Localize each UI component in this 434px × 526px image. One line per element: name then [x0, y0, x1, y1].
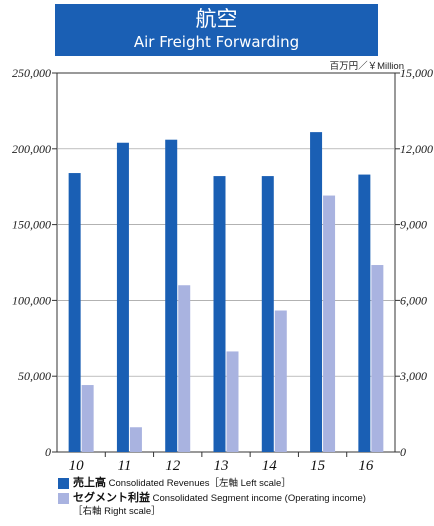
left-axis-tick-label: 0	[45, 445, 51, 459]
legend-swatch-segment-income	[58, 493, 69, 504]
plot-frame	[56, 72, 396, 453]
right-axis-tick-label: 3,000	[399, 369, 427, 383]
category-label: 16	[358, 458, 374, 474]
legend: 売上高 Consolidated Revenues［左軸 Left scale］…	[58, 477, 428, 520]
bar-segment-income	[323, 195, 336, 452]
right-axis-tick-label: 15,000	[400, 66, 433, 80]
right-axis-tick-label: 9,000	[400, 218, 427, 232]
bar-revenues	[213, 176, 226, 452]
right-axis-tick-label: 6,000	[400, 293, 427, 307]
legend-item-revenues: 売上高 Consolidated Revenues［左軸 Left scale］	[58, 477, 428, 490]
category-label: 10	[69, 458, 85, 474]
bar-segment-income	[81, 385, 94, 452]
legend-label-ja: 売上高	[73, 477, 106, 489]
bar-segment-income	[371, 265, 384, 452]
bar-chart: 250,000 15,000 200,000 12,000 150,000 9,000 10…	[12, 66, 433, 474]
category-label: 15	[310, 458, 326, 474]
chart-title: 航空	[195, 7, 238, 31]
bar-revenues	[116, 142, 129, 452]
legend-swatch-revenues	[58, 478, 69, 489]
title-banner: 航空 Air Freight Forwarding	[55, 4, 378, 56]
category-label: 13	[214, 458, 229, 474]
bar-segment-income	[129, 427, 142, 452]
legend-label-en: Consolidated Segment income (Operating i…	[150, 493, 366, 504]
unit-label: 百万円／￥Million	[329, 61, 404, 72]
left-axis-tick-label: 50,000	[18, 369, 51, 383]
right-axis-tick-label: 12,000	[400, 142, 433, 156]
bar-revenues	[165, 139, 178, 453]
bar-revenues	[310, 132, 323, 452]
category-label: 12	[165, 458, 181, 474]
bar-revenues	[261, 176, 274, 452]
category-label: 14	[262, 458, 278, 474]
bar-segment-income	[274, 310, 287, 452]
left-axis-tick-label: 250,000	[12, 66, 51, 80]
legend-label-ja: セグメント利益	[73, 492, 150, 504]
chart-subtitle: Air Freight Forwarding	[133, 33, 300, 51]
right-axis-tick-label: 0	[400, 445, 406, 459]
left-axis-tick-label: 100,000	[12, 293, 51, 307]
legend-label-scale: ［右軸 Right scale］	[73, 506, 161, 517]
category-label: 11	[117, 458, 131, 474]
bar-segment-income	[226, 351, 239, 452]
legend-label-en: Consolidated Revenues［左軸 Left scale］	[106, 478, 291, 489]
left-axis-tick-label: 200,000	[12, 142, 51, 156]
bar-revenues	[68, 173, 81, 452]
bar-revenues	[358, 174, 371, 452]
legend-item-segment-income: セグメント利益 Consolidated Segment income (Ope…	[58, 492, 428, 518]
bar-segment-income	[178, 285, 191, 452]
left-axis-tick-label: 150,000	[12, 218, 51, 232]
